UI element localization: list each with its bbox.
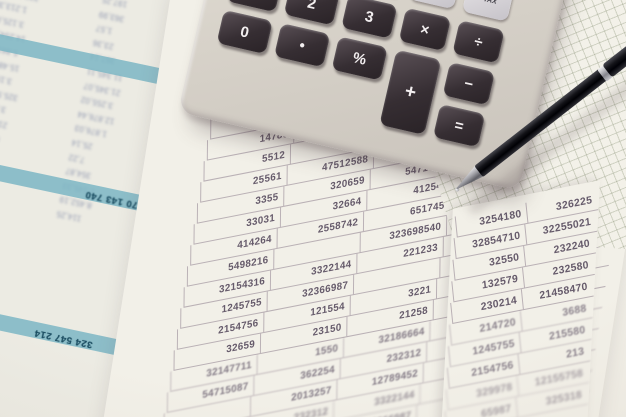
calc-key-minus: −: [442, 62, 496, 106]
calc-key-n3: 3: [341, 0, 398, 39]
calc-key-dot: •: [274, 23, 331, 68]
highlight-total: 324 547 214: [33, 327, 94, 351]
calc-key-ptax: +TAX: [461, 0, 515, 22]
calc-key-n2: 2: [283, 0, 341, 26]
calc-key-n1: 1: [226, 0, 283, 13]
calc-key-eq: =: [432, 103, 486, 148]
calc-key-n0: 0: [216, 9, 273, 55]
calc-key-pct: %: [331, 36, 388, 81]
calculator-keypad: 7894561230•%×÷+−=REPEATCHANGEC·CE-TAX+TA…: [207, 0, 532, 148]
calc-key-div: ÷: [452, 20, 505, 64]
calc-key-plus: +: [379, 49, 442, 136]
calc-key-mul: ×: [398, 7, 452, 52]
bottom-right-spreadsheet: 3254180 326225 32854710 32255021 32550 232240…: [439, 180, 601, 417]
calc-key-mtax: -TAX: [408, 0, 461, 10]
